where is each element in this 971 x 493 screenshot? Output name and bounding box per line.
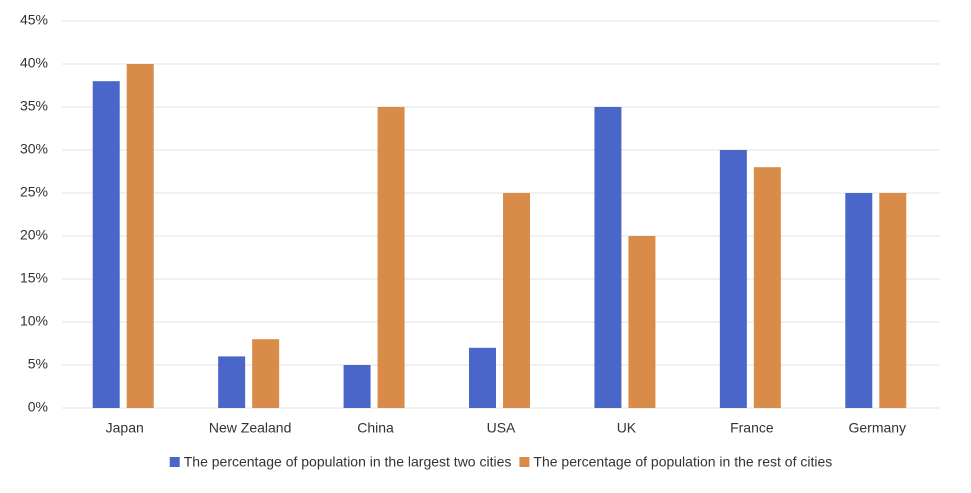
bar — [126, 64, 154, 408]
bar — [377, 107, 405, 408]
legend-label: The percentage of population in the rest… — [533, 454, 832, 470]
y-tick-label: 30% — [20, 141, 48, 157]
x-tick-label: China — [357, 420, 394, 436]
bar — [92, 81, 120, 408]
bar — [628, 236, 656, 408]
bar — [845, 193, 873, 408]
y-tick-label: 45% — [20, 12, 48, 28]
bar — [503, 193, 530, 408]
y-tick-label: 40% — [20, 55, 48, 71]
y-tick-label: 10% — [20, 313, 48, 329]
legend-swatch — [169, 457, 180, 467]
bar — [594, 107, 622, 408]
y-tick-label: 15% — [20, 270, 48, 286]
y-tick-label: 5% — [28, 356, 48, 372]
x-tick-label: Japan — [106, 420, 144, 436]
x-tick-label: UK — [617, 420, 637, 436]
y-tick-label: 35% — [20, 98, 48, 114]
bar — [753, 167, 781, 408]
bar — [879, 193, 907, 408]
x-tick-label: Germany — [848, 420, 906, 436]
bar — [469, 347, 496, 408]
x-tick-label: New Zealand — [209, 420, 292, 436]
bar — [252, 339, 280, 408]
y-tick-label: 25% — [20, 184, 48, 200]
legend-swatch — [519, 457, 530, 467]
y-tick-label: 20% — [20, 227, 48, 243]
bar — [343, 365, 371, 408]
y-tick-label: 0% — [28, 399, 48, 415]
bar — [719, 150, 747, 408]
bar — [218, 356, 246, 408]
x-tick-label: USA — [487, 420, 516, 436]
legend-label: The percentage of population in the larg… — [184, 454, 512, 470]
x-tick-label: France — [730, 420, 774, 436]
